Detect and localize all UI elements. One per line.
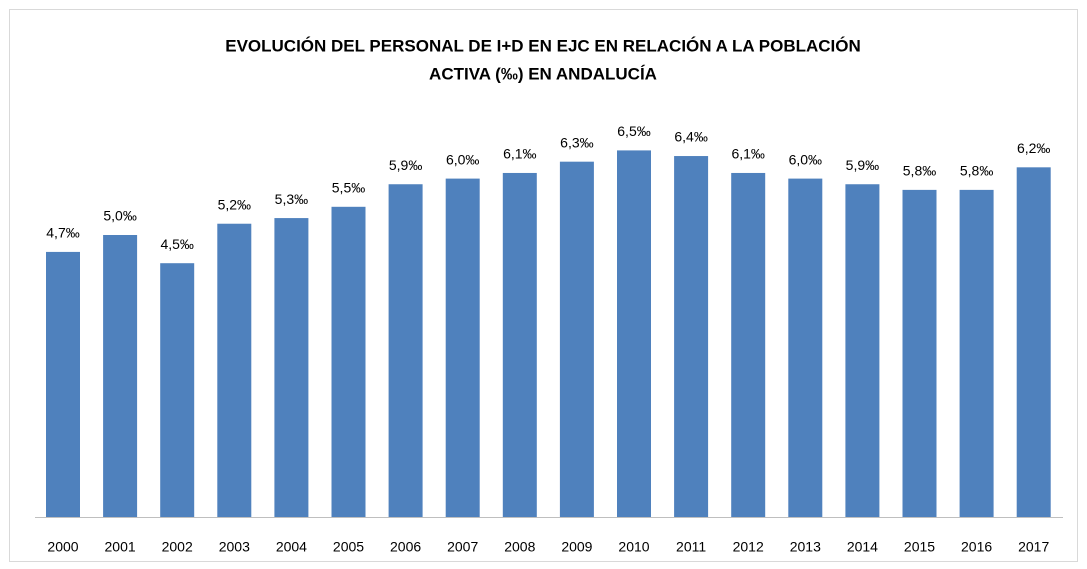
x-tick-label: 2011 [676, 539, 706, 555]
bar [331, 206, 366, 518]
x-tick-label: 2001 [105, 539, 136, 555]
bar [103, 235, 138, 517]
data-label: 5,8‰ [903, 163, 936, 179]
bar [559, 161, 594, 517]
x-tick-label: 2008 [504, 539, 535, 555]
bar [445, 178, 480, 517]
data-label: 6,0‰ [789, 151, 822, 167]
bar [502, 172, 537, 517]
x-tick-label: 2003 [219, 539, 250, 555]
x-tick-label: 2013 [790, 539, 821, 555]
bar [902, 189, 937, 517]
data-label: 6,1‰ [731, 146, 764, 162]
data-label: 4,7‰ [46, 225, 79, 241]
data-label: 5,5‰ [332, 180, 365, 196]
data-label: 5,8‰ [960, 163, 993, 179]
x-tick-label: 2015 [904, 539, 935, 555]
x-tick-label: 2016 [961, 539, 992, 555]
x-tick-label: 2010 [618, 539, 649, 555]
data-label: 5,0‰ [103, 208, 136, 224]
bar [388, 184, 423, 518]
x-tick-label: 2006 [390, 539, 421, 555]
bar [845, 184, 880, 518]
data-label: 4,5‰ [160, 236, 193, 252]
bar [731, 172, 766, 517]
bar [674, 156, 709, 518]
data-label: 5,3‰ [275, 191, 308, 207]
data-label: 6,5‰ [617, 123, 650, 139]
x-tick-label: 2007 [447, 539, 478, 555]
bar [217, 223, 252, 517]
data-label: 6,4‰ [674, 129, 707, 145]
x-tick-label: 2009 [561, 539, 592, 555]
bar [160, 263, 195, 517]
data-label: 5,9‰ [389, 157, 422, 173]
chart-title: ACTIVA (‰) EN ANDALUCÍA [429, 64, 657, 83]
x-tick-label: 2002 [162, 539, 193, 555]
x-tick-label: 2000 [47, 539, 78, 555]
data-label: 6,2‰ [1017, 140, 1050, 156]
data-label: 6,0‰ [446, 151, 479, 167]
bar [788, 178, 823, 517]
data-label: 6,1‰ [503, 146, 536, 162]
chart-title: EVOLUCIÓN DEL PERSONAL DE I+D EN EJC EN … [225, 36, 861, 55]
data-label: 5,2‰ [218, 196, 251, 212]
bar [274, 218, 309, 517]
data-label: 6,3‰ [560, 134, 593, 150]
bar [1016, 167, 1051, 517]
x-tick-label: 2012 [733, 539, 764, 555]
x-tick-label: 2004 [276, 539, 307, 555]
bar [46, 251, 80, 518]
x-tick-label: 2017 [1018, 539, 1049, 555]
x-tick-label: 2005 [333, 539, 364, 555]
bar [959, 189, 994, 517]
data-label: 5,9‰ [846, 157, 879, 173]
x-tick-label: 2014 [847, 539, 878, 555]
bar [617, 150, 651, 517]
